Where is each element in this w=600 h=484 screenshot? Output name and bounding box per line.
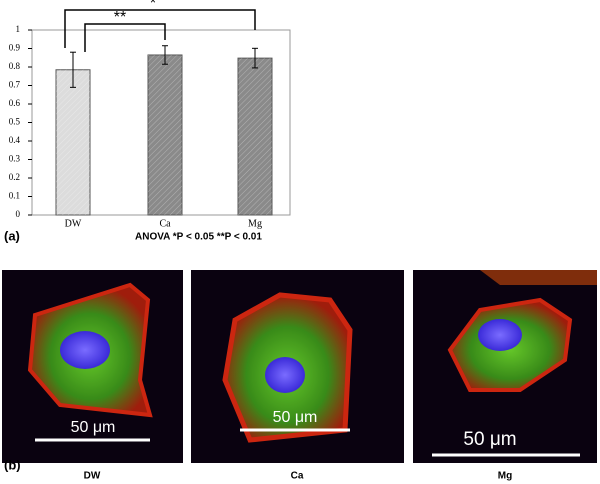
scale-label: 50 μm (71, 419, 116, 436)
y-tick-label: 0.4 (9, 135, 21, 145)
image-caption: Ca (291, 471, 304, 482)
micrograph (2, 270, 183, 463)
micrograph (191, 270, 404, 463)
y-tick-label: 0 (16, 209, 21, 219)
panel-label: (a) (4, 228, 20, 243)
y-tick-label: 0.7 (9, 80, 21, 90)
bar-hatch (56, 69, 90, 216)
y-tick-label: 0.9 (9, 43, 21, 53)
image-caption: Mg (498, 471, 512, 482)
image-caption: DW (84, 471, 101, 482)
bracket (64, 9, 256, 48)
scale-label: 50 μm (463, 429, 516, 450)
significance: * (150, 0, 156, 12)
bar-hatch (238, 58, 272, 216)
bracket (84, 23, 166, 52)
x-tick-label: Ca (159, 218, 171, 229)
panel-label: (b) (4, 457, 21, 472)
significance: ** (114, 9, 126, 26)
scale-label: 50 μm (273, 409, 318, 426)
y-tick-label: 0.3 (9, 154, 21, 164)
x-tick-label: DW (65, 218, 82, 229)
x-tick-label: Mg (248, 218, 262, 229)
y-tick-label: 1 (16, 24, 21, 34)
micrograph (413, 270, 597, 463)
y-tick-label: 0.2 (9, 172, 20, 182)
y-tick-label: 0.8 (9, 61, 21, 71)
y-tick-label: 0.6 (9, 98, 21, 108)
bar-hatch (148, 54, 182, 215)
y-tick-label: 0.5 (9, 117, 21, 127)
annotation: ANOVA *P < 0.05 **P < 0.01 (135, 232, 262, 243)
y-tick-label: 0.1 (9, 191, 20, 201)
